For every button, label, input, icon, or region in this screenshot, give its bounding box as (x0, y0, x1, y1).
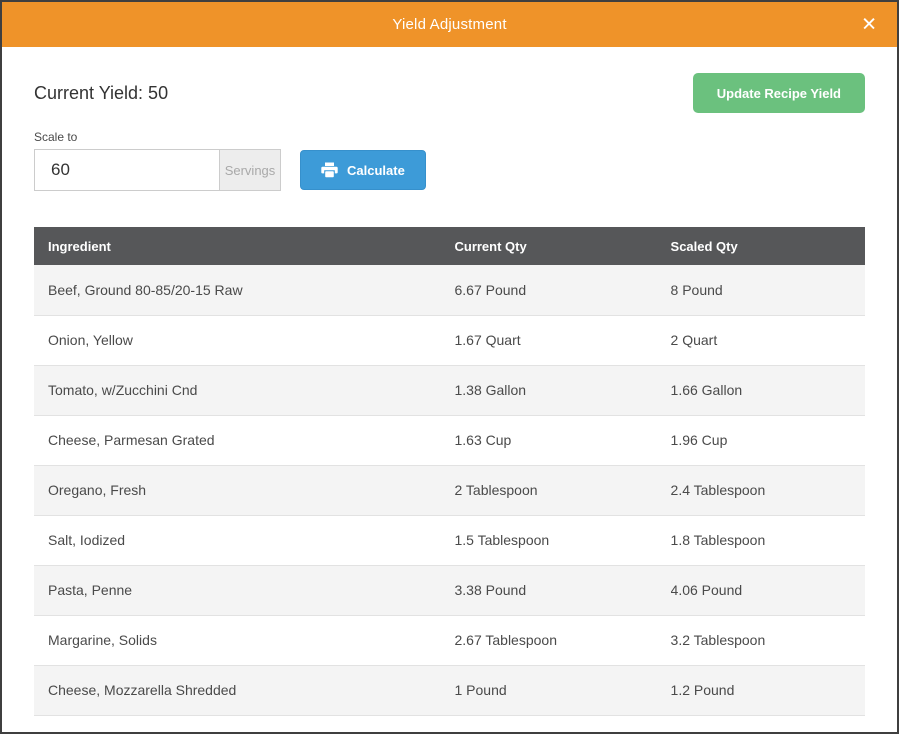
close-icon[interactable]: ✕ (861, 14, 877, 35)
printer-icon (321, 162, 338, 178)
column-header-current-qty: Current Qty (454, 227, 671, 265)
scaled-qty-cell: 2 Quart (670, 315, 865, 366)
ingredient-table-header: Ingredient Current Qty Scaled Qty (34, 227, 865, 265)
current-qty-cell: 1.5 Tablespoon (454, 515, 671, 566)
current-qty-cell: 3.38 Pound (454, 565, 671, 616)
scaled-qty-cell: 2.4 Tablespoon (670, 465, 865, 516)
table-row: Oregano, Fresh 2 Tablespoon 2.4 Tablespoon (34, 465, 865, 516)
ingredient-cell: Tomato, w/Zucchini Cnd (34, 365, 455, 416)
scaled-qty-cell: 3.2 Tablespoon (670, 615, 865, 666)
update-recipe-yield-button[interactable]: Update Recipe Yield (692, 73, 865, 113)
table-row: Tomato, w/Zucchini Cnd 1.38 Gallon 1.66 Ga… (34, 365, 865, 416)
current-qty-cell: 1.67 Quart (454, 315, 671, 366)
table-row: Pasta, Penne 3.38 Pound 4.06 Pound (34, 565, 865, 616)
column-header-ingredient: Ingredient (34, 227, 455, 265)
table-row: Onion, Yellow 1.67 Quart 2 Quart (34, 315, 865, 366)
table-row: Beef, Ground 80-85/20-15 Raw 6.67 Pound 8 … (34, 265, 865, 316)
current-qty-cell: 2 Tablespoon (454, 465, 671, 516)
ingredient-cell: Cheese, Parmesan Grated (34, 415, 455, 466)
current-qty-cell: 2.67 Tablespoon (454, 615, 671, 666)
scaled-qty-cell: 1.2 Pound (670, 665, 865, 716)
calculate-label: Calculate (347, 162, 405, 178)
table-row: Salt, Iodized 1.5 Tablespoon 1.8 Tablespoo… (34, 515, 865, 566)
table-row: Margarine, Solids 2.67 Tablespoon 3.2 Tabl… (34, 615, 865, 666)
scale-input-group: Servings (34, 149, 281, 191)
ingredient-table: Ingredient Current Qty Scaled Qty Beef, … (34, 227, 865, 716)
ingredient-table-body: Beef, Ground 80-85/20-15 Raw 6.67 Pound 8 … (34, 265, 865, 716)
ingredient-cell: Oregano, Fresh (34, 465, 455, 516)
table-row: Cheese, Parmesan Grated 1.63 Cup 1.96 Cup (34, 415, 865, 466)
ingredient-cell: Onion, Yellow (34, 315, 455, 366)
ingredient-cell: Margarine, Solids (34, 615, 455, 666)
ingredient-cell: Beef, Ground 80-85/20-15 Raw (34, 265, 455, 316)
scaled-qty-cell: 1.66 Gallon (670, 365, 865, 416)
yield-summary-row: Current Yield: 50 Update Recipe Yield (34, 73, 865, 113)
current-qty-cell: 1.63 Cup (454, 415, 671, 466)
current-qty-cell: 6.67 Pound (454, 265, 671, 316)
modal-title: Yield Adjustment (392, 16, 507, 33)
current-qty-cell: 1.38 Gallon (454, 365, 671, 416)
scale-to-label: Scale to (34, 130, 78, 144)
calculate-button[interactable]: Calculate (300, 150, 426, 190)
modal-body: Current Yield: 50 Update Recipe Yield Sc… (2, 73, 897, 716)
modal-header: Yield Adjustment ✕ (2, 2, 897, 47)
ingredient-cell: Pasta, Penne (34, 565, 455, 616)
scaled-qty-cell: 1.8 Tablespoon (670, 515, 865, 566)
scaled-qty-cell: 1.96 Cup (670, 415, 865, 466)
ingredient-cell: Salt, Iodized (34, 515, 455, 566)
servings-addon: Servings (219, 149, 281, 191)
current-yield-text: Current Yield: 50 (34, 82, 169, 103)
scaled-qty-cell: 8 Pound (670, 265, 865, 316)
table-row: Cheese, Mozzarella Shredded 1 Pound 1.2 Po… (34, 665, 865, 716)
scale-to-input[interactable] (34, 149, 219, 191)
current-qty-cell: 1 Pound (454, 665, 671, 716)
ingredient-cell: Cheese, Mozzarella Shredded (34, 665, 455, 716)
column-header-scaled-qty: Scaled Qty (670, 227, 865, 265)
scaled-qty-cell: 4.06 Pound (670, 565, 865, 616)
scale-controls-row: Servings Calculate (34, 149, 865, 191)
